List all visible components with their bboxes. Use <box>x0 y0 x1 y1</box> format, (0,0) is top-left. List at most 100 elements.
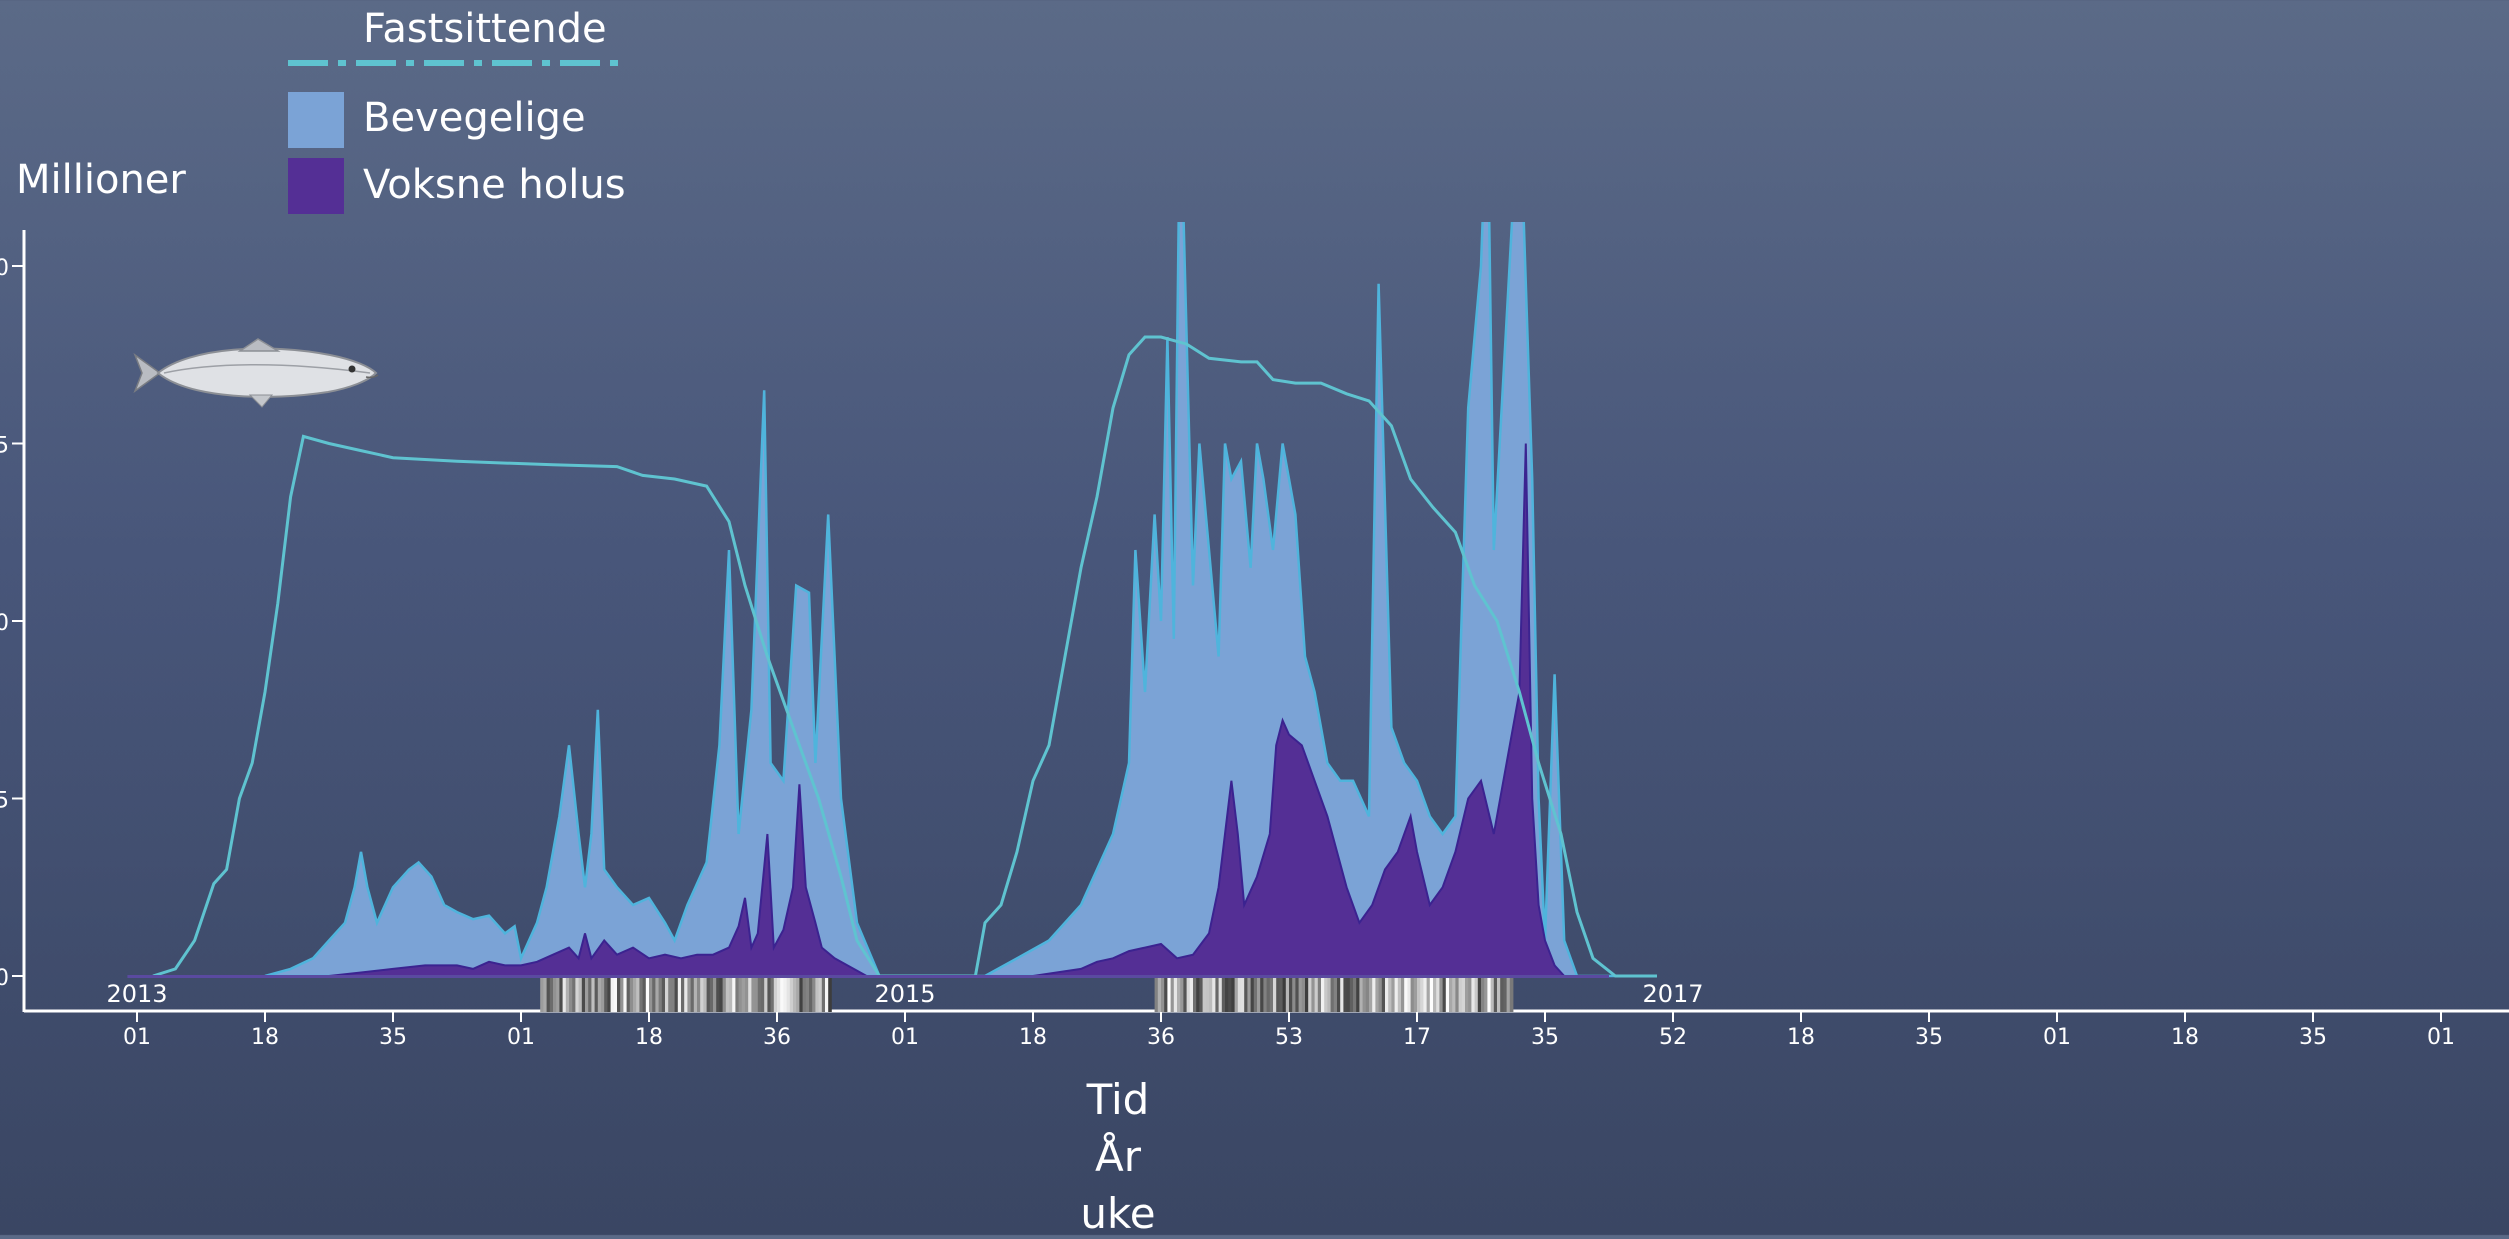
baseline-strip-cell <box>729 978 733 1012</box>
baseline-strip-cell <box>588 978 592 1012</box>
baseline-strip-cell <box>1500 978 1504 1012</box>
baseline-strip-cell <box>1241 978 1245 1012</box>
baseline-strip-cell <box>1292 978 1296 1012</box>
y-tick-label: 0 <box>0 256 9 281</box>
legend-voksne-holus-swatch <box>288 158 344 214</box>
baseline-strip-cell <box>1423 978 1427 1012</box>
x-axis-label-line: Tid <box>1086 1075 1150 1124</box>
series-fastsittende-line <box>152 335 1657 978</box>
baseline-strip-cell <box>767 978 771 1012</box>
baseline-strip-cell <box>1234 978 1239 1012</box>
baseline-strip-cell <box>786 978 791 1012</box>
baseline-strip-cell <box>578 978 583 1012</box>
plot-area <box>127 222 1657 978</box>
baseline-strip-cell <box>1333 978 1338 1012</box>
baseline-strip-cell <box>1445 978 1450 1012</box>
baseline-strip-cell <box>716 978 720 1012</box>
baseline-strip-cell <box>1362 978 1367 1012</box>
x-tick-label: 01 <box>507 1025 535 1050</box>
baseline-strip-cell <box>665 978 669 1012</box>
baseline-strip-cell <box>793 978 797 1012</box>
baseline-strip-cell <box>745 978 749 1012</box>
baseline-strip-cell <box>809 978 813 1012</box>
baseline-strip-cell <box>1493 978 1498 1012</box>
axes: 0 5 0 5 0 01 18 35 01 18 36 01 18 36 53 17 35 52 18 35 01 18 3… <box>0 230 2509 1238</box>
baseline-strip-cell <box>802 978 807 1012</box>
y-tick-label: 5 <box>0 789 9 814</box>
baseline-strip-cell <box>1193 978 1197 1012</box>
baseline-strip-cell <box>690 978 695 1012</box>
baseline-strip-cell <box>1311 978 1315 1012</box>
baseline-strip-cell <box>1433 978 1437 1012</box>
baseline-strip-cell <box>1474 978 1479 1012</box>
baseline-strip-cell <box>735 978 739 1012</box>
baseline-strip-cell <box>713 978 717 1012</box>
baseline-strip-cell <box>1154 978 1159 1012</box>
baseline-strip-cell <box>610 978 615 1012</box>
x-tick-label: 17 <box>1403 1025 1431 1050</box>
y-tick-label: 0 <box>0 611 9 636</box>
baseline-strip-cell <box>565 978 570 1012</box>
baseline-strip-cell <box>1305 978 1309 1012</box>
baseline-strip-cell <box>805 978 810 1012</box>
baseline-strip-cell <box>1503 978 1507 1012</box>
baseline-strip-cell <box>1257 978 1261 1012</box>
baseline-strip-cell <box>1180 978 1184 1012</box>
baseline-strip-cell <box>719 978 723 1012</box>
baseline-strip-cell <box>741 978 746 1012</box>
baseline-strip-cell <box>709 978 714 1012</box>
baseline-strip-cell <box>1314 978 1319 1012</box>
baseline-strip-cell <box>1397 978 1402 1012</box>
baseline-strip-cell <box>559 978 563 1012</box>
x-tick-label: 36 <box>1147 1025 1175 1050</box>
x-tick-label: 18 <box>635 1025 663 1050</box>
baseline-strip-cell <box>1301 978 1306 1012</box>
baseline-strip-cell <box>812 978 816 1012</box>
baseline-strip-cell <box>601 978 605 1012</box>
baseline-strip-cell <box>722 978 727 1012</box>
baseline-strip-cell <box>1269 978 1274 1012</box>
baseline-strip-cell <box>1218 978 1223 1012</box>
x-tick-label: 35 <box>1531 1025 1559 1050</box>
baseline-strip-cell <box>1506 978 1511 1012</box>
x-tick-label: 18 <box>1787 1025 1815 1050</box>
legend-bevegelige-label: Bevegelige <box>363 95 586 141</box>
baseline-strip-cell <box>738 978 743 1012</box>
series-voksne-holus-area <box>328 443 1609 977</box>
baseline-strip-cell <box>1202 978 1207 1012</box>
baseline-strip-cell <box>681 978 685 1012</box>
baseline-strip-cell <box>1343 978 1347 1012</box>
baseline-strip-cell <box>748 978 752 1012</box>
baseline-strip-cell <box>1250 978 1255 1012</box>
baseline-strip-cell <box>620 978 624 1012</box>
baseline-strip-cell <box>1212 978 1216 1012</box>
bottom-labels <box>540 978 1514 1012</box>
x-axis-label-line: uke <box>1080 1189 1155 1235</box>
x-tick-label: 18 <box>2171 1025 2199 1050</box>
baseline-strip-cell <box>1461 978 1466 1012</box>
legend-fastsittende-label: Fastsittende <box>363 6 607 52</box>
baseline-strip-cell <box>697 978 701 1012</box>
baseline-strip-cell <box>604 978 608 1012</box>
baseline-strip-cell <box>572 978 576 1012</box>
x-tick-label: 01 <box>2427 1025 2455 1050</box>
baseline-strip-cell <box>1417 978 1421 1012</box>
baseline-strip-cell <box>1317 978 1322 1012</box>
baseline-strip-cell <box>1324 978 1328 1012</box>
baseline-strip-cell <box>1273 978 1277 1012</box>
baseline-strip-cell <box>1413 978 1418 1012</box>
baseline-strip-cell <box>1161 978 1165 1012</box>
x-tick-label: 01 <box>2043 1025 2071 1050</box>
baseline-strip-cell <box>1349 978 1354 1012</box>
baseline-strip-cell <box>626 978 631 1012</box>
baseline-strip-cell <box>645 978 650 1012</box>
baseline-strip-cell <box>1381 978 1386 1012</box>
baseline-strip-cell <box>693 978 698 1012</box>
baseline-strip-cell <box>639 978 643 1012</box>
baseline-strip-cell <box>1439 978 1443 1012</box>
baseline-strip-cell <box>1429 978 1434 1012</box>
baseline-strip-cell <box>1404 978 1408 1012</box>
baseline-strip-cell <box>1253 978 1258 1012</box>
baseline-strip-cell <box>1356 978 1360 1012</box>
